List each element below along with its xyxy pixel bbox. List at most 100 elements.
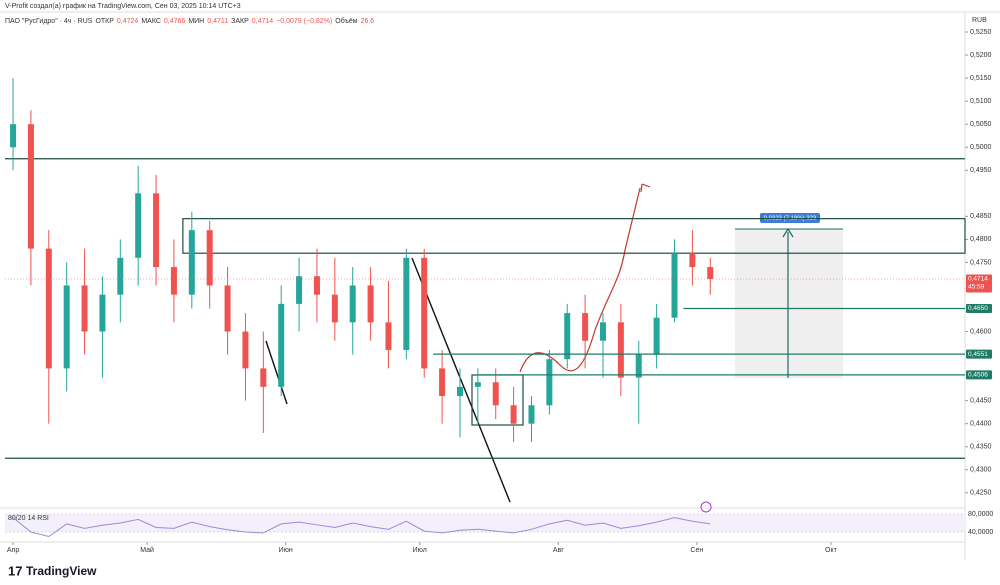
y-tick-label: 0,5150 bbox=[970, 75, 992, 82]
rsi-line bbox=[12, 517, 711, 538]
candle-body bbox=[599, 322, 606, 341]
price-label-box bbox=[966, 274, 992, 293]
footer-logo: 17 bbox=[8, 563, 22, 578]
y-tick-label: 0,4300 bbox=[970, 467, 992, 474]
y-tick-label: 0,4250 bbox=[970, 490, 992, 497]
y-tick-label: 0,5200 bbox=[970, 52, 992, 59]
x-tick-label: Окт bbox=[825, 547, 838, 554]
rsi-band bbox=[5, 514, 965, 533]
candle-body bbox=[456, 386, 463, 397]
candle-body bbox=[653, 317, 660, 355]
candle-body bbox=[63, 285, 70, 369]
y-tick-label: 0,5250 bbox=[970, 29, 992, 36]
candle-body bbox=[45, 248, 52, 369]
candle-body bbox=[278, 303, 285, 387]
x-tick-label: Июл bbox=[413, 547, 427, 554]
candle-body bbox=[117, 257, 124, 295]
price-label: 0,4506 bbox=[968, 372, 988, 379]
trend-line bbox=[265, 340, 288, 405]
legend-text: −0,0079 (−0,82%) bbox=[276, 18, 332, 25]
brand: TradingView bbox=[26, 564, 97, 578]
measure-label-box bbox=[760, 213, 820, 223]
y-tick-label: 0,4850 bbox=[970, 213, 992, 220]
forecast-curve bbox=[519, 187, 641, 373]
candle-body bbox=[224, 285, 231, 332]
legend-text: МАКС bbox=[141, 18, 161, 25]
y-tick-label: 0,4350 bbox=[970, 444, 992, 451]
x-tick-label: Апр bbox=[7, 547, 19, 554]
rsi-title: 80/20 14 RSI bbox=[8, 515, 49, 522]
y-tick-label: 0,4600 bbox=[970, 328, 992, 335]
x-tick-label: Май bbox=[140, 546, 154, 554]
rsi-tick-label: 40,0000 bbox=[968, 529, 993, 536]
candle-body bbox=[260, 368, 267, 387]
legend-text: 0,4724 bbox=[117, 18, 139, 25]
candle-body bbox=[528, 405, 535, 424]
price-label-box bbox=[966, 370, 992, 380]
legend-text: 0,4766 bbox=[164, 18, 186, 25]
legend-text: 0,4711 bbox=[207, 18, 228, 25]
logo-mark: 17 bbox=[8, 563, 22, 578]
trend-line bbox=[411, 257, 511, 503]
candle-body bbox=[27, 124, 34, 249]
candle-body bbox=[439, 368, 446, 397]
x-tick-label: Июн bbox=[279, 547, 293, 554]
price-label: 0,4650 bbox=[968, 305, 988, 312]
price-label: 0,4551 bbox=[968, 351, 988, 358]
currency: RUB bbox=[972, 17, 987, 24]
candle-body bbox=[349, 285, 356, 323]
candle-body bbox=[242, 331, 249, 369]
candle-body bbox=[582, 313, 589, 341]
legend-text: 26.6 bbox=[361, 18, 375, 25]
candle-body bbox=[671, 253, 678, 318]
candle-body bbox=[421, 257, 428, 369]
price-label-box bbox=[966, 349, 992, 359]
price-label-box bbox=[966, 303, 992, 313]
candle-body bbox=[313, 276, 320, 295]
measure-area bbox=[735, 229, 843, 378]
y-tick-label: 0,4750 bbox=[970, 259, 992, 266]
y-tick-label: 0,5100 bbox=[970, 98, 992, 105]
y-tick-label: 0,4950 bbox=[970, 167, 992, 174]
candle-body bbox=[707, 267, 714, 280]
candle-body bbox=[135, 193, 142, 258]
candle-body bbox=[170, 267, 177, 295]
candle-body bbox=[296, 276, 303, 304]
candle-body bbox=[689, 253, 696, 268]
author-line: V-Profit создал(а) график на TradingView… bbox=[5, 3, 241, 10]
y-tick-label: 0,4800 bbox=[970, 236, 992, 243]
forecast-arrow bbox=[640, 183, 651, 193]
legend-text: 0,4714 bbox=[252, 18, 274, 25]
legend-text: ОТКР bbox=[95, 18, 114, 25]
legend: ПАО "РусГидро" · 4ч · RUS ОТКР 0,4724 МАКС 0… bbox=[5, 17, 374, 25]
candle-body bbox=[385, 322, 392, 350]
event-icon bbox=[700, 501, 712, 513]
x-tick-label: Сен bbox=[690, 547, 703, 554]
candle-body bbox=[510, 405, 517, 424]
y-tick-label: 0,4400 bbox=[970, 421, 992, 428]
candle-body bbox=[99, 294, 106, 332]
price-label-timer: 45:59 bbox=[968, 284, 985, 291]
legend-text: МИН bbox=[188, 18, 204, 25]
y-tick-label: 0,5050 bbox=[970, 121, 992, 128]
price-label: 0,4714 bbox=[968, 276, 988, 283]
legend-text: ПАО "РусГидро" · 4ч · RUS bbox=[5, 18, 93, 25]
candle-body bbox=[564, 313, 571, 360]
candle-body bbox=[188, 230, 195, 295]
candle-body bbox=[153, 193, 160, 268]
candle-body bbox=[10, 124, 17, 148]
candle-body bbox=[635, 354, 642, 378]
y-tick-label: 0,5000 bbox=[970, 144, 992, 151]
candle-body bbox=[331, 294, 338, 323]
candle-body bbox=[474, 382, 481, 387]
zone bbox=[182, 218, 966, 254]
candle-body bbox=[81, 285, 88, 332]
candle-body bbox=[403, 257, 410, 350]
legend-text: Объём bbox=[335, 17, 357, 25]
candle-body bbox=[367, 285, 374, 323]
candle-body bbox=[206, 230, 213, 286]
candle-body bbox=[492, 382, 499, 406]
